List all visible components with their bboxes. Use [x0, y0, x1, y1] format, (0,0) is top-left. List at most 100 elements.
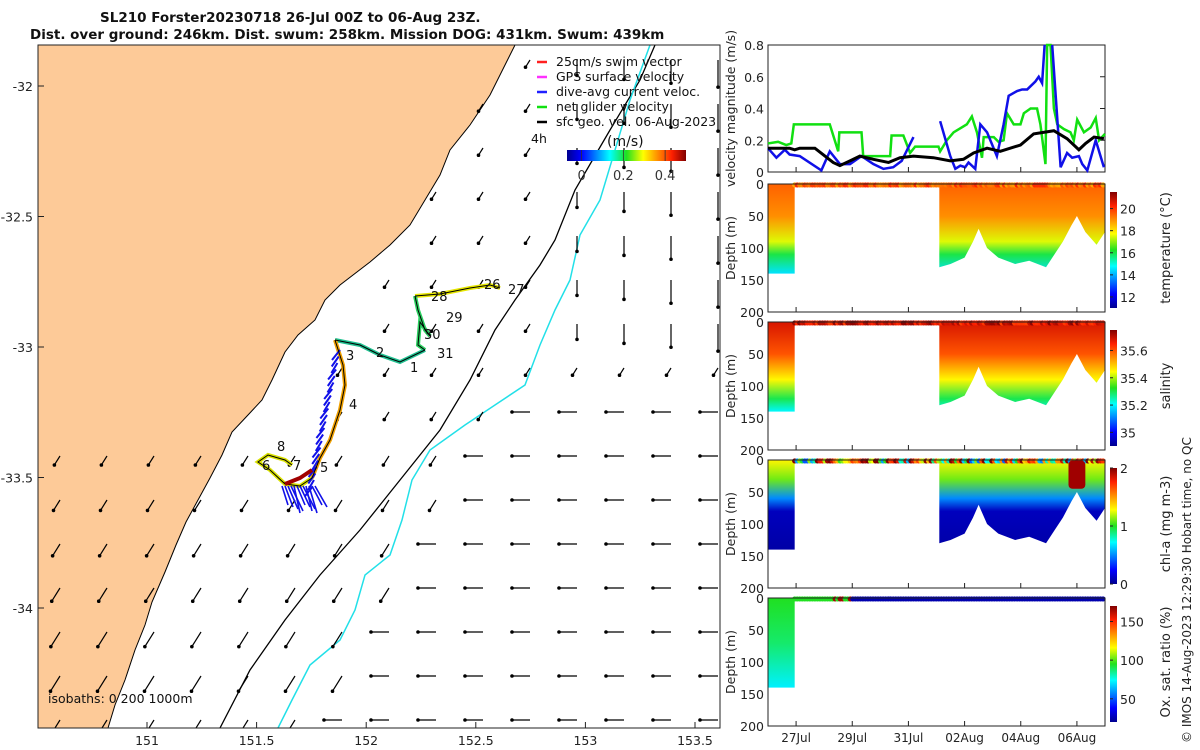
dive-avg-current-vector — [330, 362, 339, 374]
track-day-label: 29 — [446, 311, 463, 326]
depth-tick-label: 50 — [748, 347, 764, 362]
track-day-label: 4 — [349, 398, 357, 413]
sfc-geo-velocity-arrow — [333, 587, 343, 602]
sfc-geo-velocity-arrow — [334, 543, 343, 557]
sfc-geo-velocity-arrow — [287, 543, 296, 557]
arrow-head — [476, 153, 481, 157]
depth-tick-label: 150 — [740, 549, 764, 564]
depth-ylabel: Depth (m) — [723, 492, 738, 556]
arrow-head — [716, 305, 720, 309]
arrow-head — [190, 599, 195, 604]
arrow-head — [617, 373, 622, 378]
arrow-head — [427, 508, 432, 513]
depth-ylabel: Depth (m) — [723, 216, 738, 280]
legend-label: sfc geo. vel. 06-Aug-2023 — [556, 114, 716, 129]
arrow-head — [416, 542, 420, 546]
arrow-head — [651, 718, 655, 722]
arrow-head — [669, 345, 673, 350]
arrow-head — [716, 85, 720, 89]
sfc-geo-velocity-arrow — [332, 631, 343, 647]
colorbar-label: Ox. sat. ratio (%) — [1159, 607, 1174, 718]
depth-tick-label: 150 — [740, 687, 764, 702]
arrow-head — [145, 508, 150, 513]
depth-tick-label: 200 — [740, 443, 764, 458]
arrow-head — [664, 373, 669, 378]
velocity-tick-label: 0.2 — [744, 133, 764, 148]
arrow-head — [52, 463, 57, 467]
arrow-head — [557, 454, 561, 458]
arrow-head — [193, 463, 198, 467]
colorbar-tick-label: 35.4 — [1120, 371, 1148, 386]
arrow-head — [510, 674, 514, 678]
dive-avg-current-vector — [303, 485, 314, 498]
colorbar-3 — [1110, 468, 1117, 584]
sfc-geo-velocity-arrow — [237, 675, 249, 692]
profile-block-aug — [939, 322, 1105, 406]
arrow-head — [284, 733, 288, 737]
arrow-head — [557, 630, 561, 634]
velocity-tick-label: 0.8 — [744, 38, 764, 53]
velocity-series-line — [938, 44, 1046, 172]
colorbar-tick-label: 1 — [1120, 519, 1128, 534]
legend-label: GPS surface velocity — [556, 69, 685, 84]
arrow-head — [575, 337, 579, 342]
lat-tick-label: -34 — [13, 601, 33, 616]
arrow-head — [604, 586, 608, 590]
dive-avg-current-vector — [314, 485, 328, 508]
sfc-geo-velocity-arrow — [191, 631, 202, 647]
sfc-geo-velocity-arrow — [240, 543, 249, 557]
arrow-head — [333, 508, 338, 513]
arrow-head — [476, 329, 481, 334]
colorbar-label: chl-a (mg m-3) — [1159, 476, 1174, 573]
sfc-geo-velocity-arrow — [144, 631, 155, 647]
dive-avg-current-vector — [319, 414, 328, 426]
land-coastline — [38, 45, 516, 728]
arrow-head — [651, 498, 655, 502]
arrow-head — [669, 213, 673, 218]
velocity-axes — [767, 44, 1106, 173]
arrow-head — [143, 644, 147, 649]
velocity-series-line — [1050, 44, 1106, 174]
chart-title-line2: Dist. over ground: 246km. Dist. swum: 25… — [30, 27, 665, 43]
lon-tick-label: 151.5 — [239, 733, 275, 748]
arrow-head — [144, 554, 149, 558]
arrow-head — [378, 599, 383, 604]
isobaths-label: isobaths: 0 200 1000m — [48, 691, 193, 706]
arrow-head — [557, 410, 561, 414]
track-day-label: 26 — [484, 278, 501, 293]
arrow-head — [463, 718, 467, 722]
arrow-head — [557, 498, 561, 502]
arrow-head — [382, 285, 387, 290]
arrow-head — [622, 297, 626, 302]
arrow-head — [716, 129, 720, 133]
dive-avg-current-vector — [299, 485, 311, 508]
arrow-head — [510, 630, 514, 634]
arrow-head — [49, 599, 54, 604]
colorbar-tick-label: 100 — [1120, 653, 1144, 668]
arrow-head — [476, 417, 481, 422]
arrow-head — [96, 599, 101, 604]
colorbar-tick-label: 0.4 — [655, 169, 676, 184]
arrow-head — [669, 301, 673, 306]
arrow-head — [604, 498, 608, 502]
arrow-head — [190, 644, 194, 649]
sfc-geo-velocity-arrow — [331, 675, 343, 692]
colorbar-tick-label: 150 — [1120, 614, 1144, 629]
arrow-head — [523, 285, 528, 290]
profile-block-26jul — [768, 460, 795, 550]
sfc-geo-velocity-arrow — [52, 499, 61, 511]
arrow-head — [476, 373, 481, 378]
arrow-head — [95, 689, 100, 693]
dive-avg-current-vector — [322, 401, 331, 413]
sfc-geo-velocity-arrow — [52, 543, 61, 557]
date-tick-label: 02Aug — [945, 731, 984, 745]
depth-tick-label: 150 — [740, 411, 764, 426]
sfc-geo-velocity-arrow — [146, 499, 155, 511]
arrow-head — [604, 630, 608, 634]
arrow-head — [716, 217, 720, 221]
velocity-tick-label: 0 — [756, 165, 764, 180]
track-day-label: 3 — [346, 349, 354, 364]
sfc-geo-velocity-arrow — [96, 675, 108, 692]
arrow-head — [698, 454, 702, 458]
date-tick-label: 06Aug — [1058, 731, 1097, 745]
